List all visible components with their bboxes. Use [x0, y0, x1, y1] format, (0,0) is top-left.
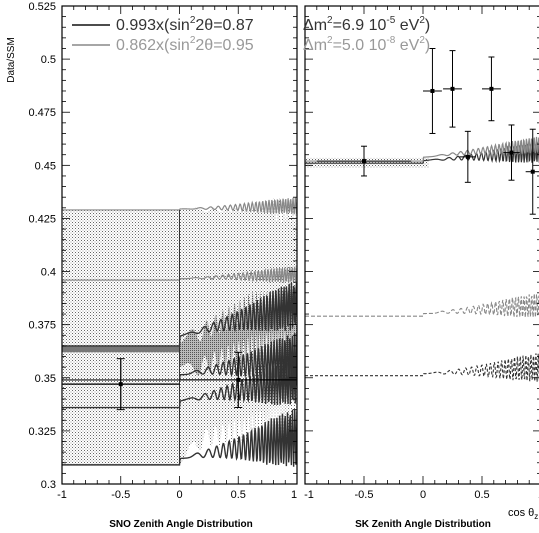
sno-band-outer-day: [62, 209, 180, 465]
x-tick-label: -0.5: [355, 489, 374, 501]
y-tick-label: 0.4: [41, 267, 56, 279]
y-tick-label: 0.525: [28, 1, 56, 13]
sk-data-point: [482, 56, 501, 122]
x-tick-label: 1: [291, 489, 297, 501]
y-tick-label: 0.5: [41, 54, 56, 66]
x-tick-label: 0.5: [474, 489, 489, 501]
x-tick-label: -1: [57, 489, 67, 501]
sk-data-point: [423, 47, 442, 134]
y-tick-label: 0.3: [41, 479, 56, 491]
legend-entry-right: Δm2=6.9 10-5 eV2): [303, 15, 430, 34]
sk-data-point: [443, 50, 462, 128]
sno-panel-title: SNO Zenith Angle Distribution: [109, 519, 253, 530]
sno-band-inner-day: [62, 345, 180, 353]
sk-panel: [305, 47, 539, 382]
sk-curve-gray-dashed: [305, 293, 539, 318]
sk-data-point: [525, 128, 539, 215]
sno-data-point: [179, 351, 297, 409]
x-tick-label: 1: [538, 489, 539, 501]
y-tick-label: 0.425: [28, 213, 56, 225]
x-tick-label: -0.5: [111, 489, 130, 501]
sk-curve-dark-dashed: [305, 353, 539, 382]
y-tick-label: 0.35: [35, 373, 56, 385]
y-tick-label: 0.325: [28, 426, 56, 438]
legend-entry: 0.993x(sin22θ=0.87: [116, 15, 254, 34]
sk-panel-title: SK Zenith Angle Distribution: [355, 519, 491, 530]
y-tick-label: 0.375: [28, 320, 56, 332]
sno-panel: [62, 197, 297, 467]
y-tick-labels: 0.3 0.325 0.35 0.375 0.4 0.425 0.45 0.475 0.5 0.5…: [28, 1, 56, 491]
legend-entry: 0.862x(sin22θ=0.95: [116, 35, 254, 54]
sk-data-point: [503, 124, 520, 181]
x-tick-label: 0: [176, 489, 182, 501]
axis-ticks: [61, 5, 539, 485]
sk-frame: [304, 5, 539, 485]
x-tick-label: 0: [420, 489, 426, 501]
y-tick-label: 0.45: [35, 160, 56, 172]
sk-data-point: [459, 130, 477, 183]
y-tick-label: 0.475: [28, 107, 56, 119]
x-tick-label: 0.5: [231, 489, 246, 501]
x-tick-labels: -1 -0.5 0 0.5 1 -1 -0.5 0 0.5 1: [57, 489, 539, 501]
legend: 0.993x(sin22θ=0.870.862x(sin22θ=0.95 Δm2=…: [72, 15, 430, 54]
sk-data-point: [316, 145, 412, 177]
legend-entry-right: Δm2=5.0 10-8 eV2): [303, 35, 430, 54]
x-tick-label: -1: [304, 489, 314, 501]
y-axis-label: Data/SSM: [6, 37, 17, 83]
sno-data-point: [62, 358, 180, 411]
sk-x-axis-label: cos θz: [508, 507, 538, 521]
